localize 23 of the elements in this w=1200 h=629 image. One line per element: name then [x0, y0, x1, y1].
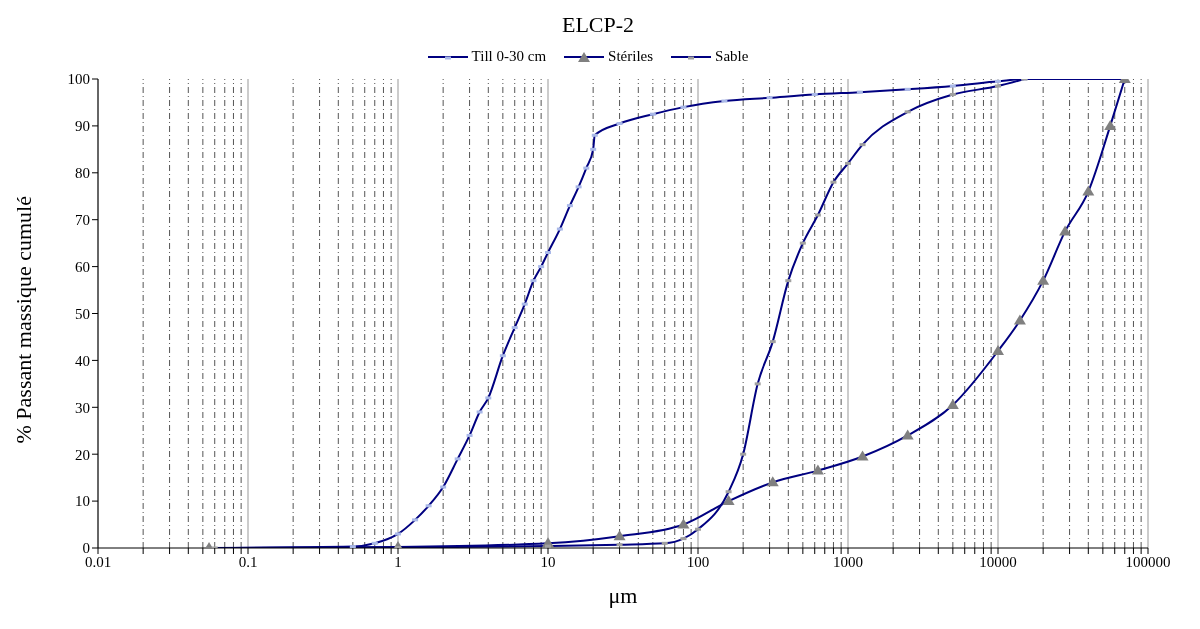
x-tick-label: 1000	[833, 553, 863, 570]
y-tick-label: 50	[75, 305, 90, 322]
y-tick-label: 60	[75, 258, 90, 275]
x-tick-label: 1	[394, 553, 402, 570]
y-tick-label: 20	[75, 446, 90, 463]
y-tick-label: 90	[75, 118, 90, 135]
x-tick-label: 10	[540, 553, 556, 570]
y-tick-label: 30	[75, 399, 90, 416]
y-tick-label: 70	[75, 212, 90, 229]
x-axis-title: μm	[608, 583, 638, 608]
chart-title: ELCP-2	[560, 12, 636, 38]
x-tick-label: 0.1	[238, 553, 258, 570]
legend-label: Till 0-30 cm	[470, 48, 547, 65]
y-tick-label: 100	[67, 71, 90, 88]
x-tick-label: 100	[686, 553, 710, 570]
y-tick-label: 40	[75, 352, 90, 369]
x-tick-label: 10000	[979, 553, 1017, 570]
legend-label: Sable	[714, 48, 749, 65]
x-tick-label: 100000	[1125, 553, 1171, 570]
y-axis-title: % Passant massique cumulé	[10, 196, 36, 444]
y-tick-label: 80	[75, 165, 90, 182]
legend-label: Stériles	[607, 48, 654, 65]
y-tick-label: 10	[75, 493, 90, 510]
